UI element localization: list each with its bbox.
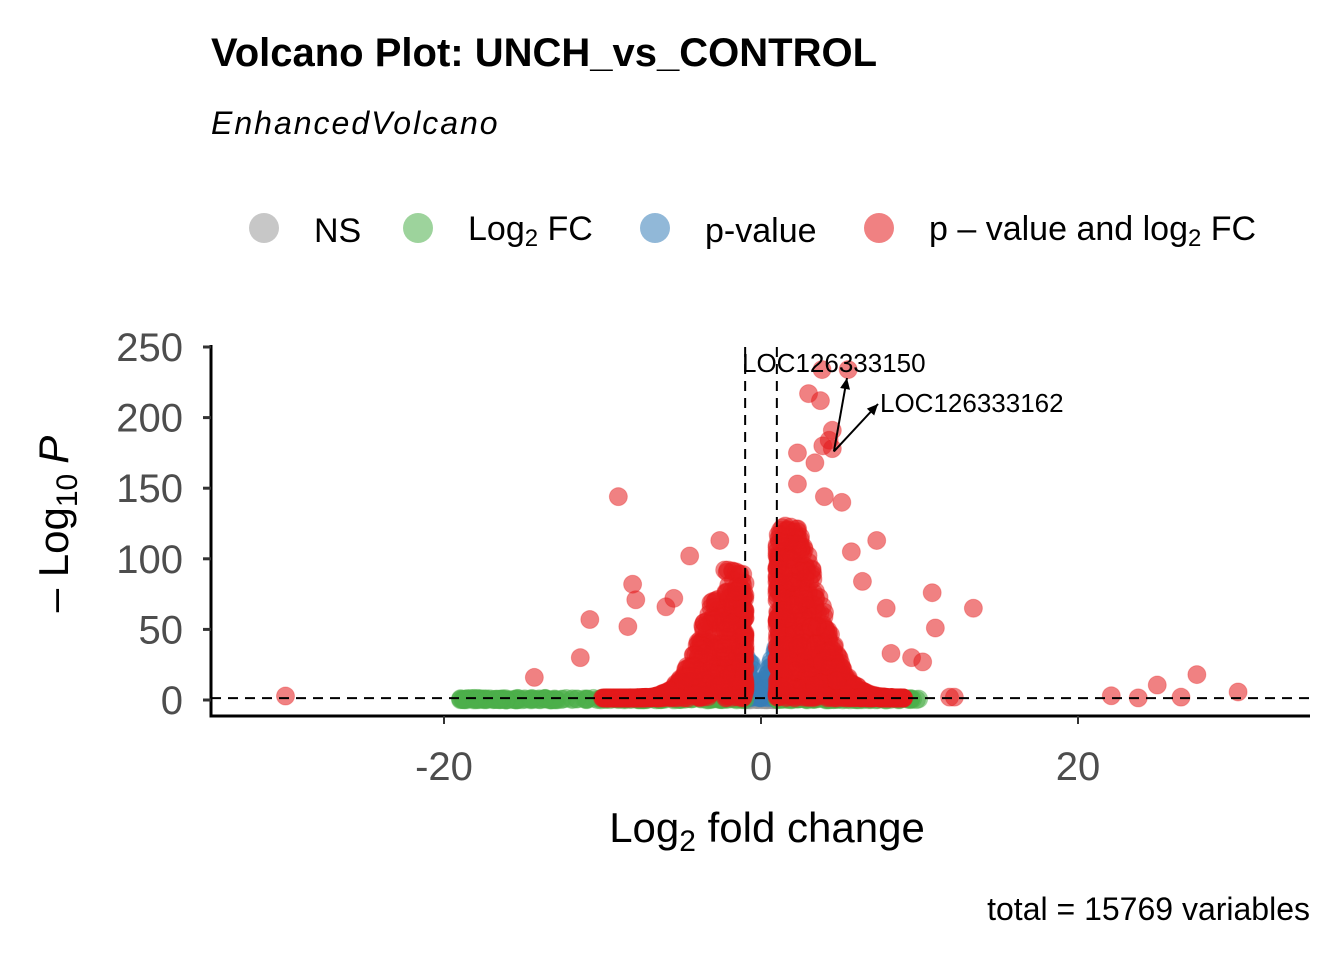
data-point bbox=[824, 637, 844, 657]
arrowhead-icon bbox=[840, 378, 850, 390]
data-point bbox=[710, 530, 730, 550]
legend-label-pvalue-fc: p – value and log2 FC bbox=[929, 210, 1256, 252]
data-point bbox=[963, 598, 983, 618]
legend-label-pvalue: p-value bbox=[705, 212, 817, 250]
data-point bbox=[841, 542, 861, 562]
data-point bbox=[1228, 682, 1248, 702]
legend-label-fc: Log2 FC bbox=[468, 210, 593, 252]
data-point bbox=[694, 612, 714, 632]
data-point bbox=[812, 360, 832, 380]
data-point bbox=[694, 644, 714, 664]
data-point bbox=[727, 581, 747, 601]
data-point bbox=[787, 474, 807, 494]
legend: NS Log2 FC p-value p – value and log2 FC bbox=[249, 210, 1256, 252]
x-tick-label: 0 bbox=[750, 745, 772, 789]
y-axis-title: – Log10P bbox=[30, 436, 84, 613]
data-point bbox=[618, 617, 638, 637]
data-point bbox=[822, 439, 842, 459]
y-tick-label: 150 bbox=[116, 467, 183, 511]
data-point bbox=[664, 588, 684, 608]
data-point bbox=[713, 638, 733, 658]
data-point bbox=[769, 532, 789, 552]
data-point bbox=[805, 676, 825, 696]
data-point bbox=[922, 583, 942, 603]
data-point bbox=[680, 546, 700, 566]
data-point bbox=[783, 595, 803, 615]
data-point bbox=[524, 667, 544, 687]
data-point bbox=[623, 574, 643, 594]
x-axis-title: Log2 fold change bbox=[609, 804, 925, 858]
data-point bbox=[814, 487, 834, 507]
data-point bbox=[608, 487, 628, 507]
data-point bbox=[807, 616, 827, 636]
data-point bbox=[685, 685, 705, 705]
gene-label: LOC126333162 bbox=[880, 388, 1064, 418]
chart-title: Volcano Plot: UNCH_vs_CONTROL bbox=[211, 31, 877, 75]
data-point bbox=[580, 610, 600, 630]
data-point bbox=[925, 618, 945, 638]
data-point bbox=[1101, 686, 1121, 706]
data-point bbox=[902, 648, 922, 668]
data-point bbox=[810, 391, 830, 411]
data-point bbox=[626, 590, 646, 610]
y-tick-label: 200 bbox=[116, 397, 183, 441]
data-point bbox=[773, 566, 793, 586]
data-point bbox=[852, 571, 872, 591]
caption: total = 15769 variables bbox=[987, 891, 1310, 927]
data-point bbox=[787, 443, 807, 463]
data-point bbox=[1147, 675, 1167, 695]
gene-labels: LOC126333150 LOC126333162 bbox=[742, 348, 1064, 453]
data-point bbox=[730, 564, 750, 584]
data-points bbox=[276, 360, 1248, 710]
data-point bbox=[788, 635, 808, 655]
data-point bbox=[688, 660, 708, 680]
x-tick-label: 20 bbox=[1056, 745, 1101, 789]
label-connector bbox=[832, 377, 848, 452]
legend-label-ns: NS bbox=[314, 212, 361, 250]
data-point bbox=[881, 643, 901, 663]
data-point bbox=[733, 687, 753, 707]
x-tick-label: -20 bbox=[415, 745, 473, 789]
y-tick-label: 0 bbox=[161, 679, 183, 723]
data-point bbox=[775, 676, 795, 696]
data-point bbox=[867, 530, 887, 550]
data-point bbox=[832, 492, 852, 512]
legend-key-ns bbox=[249, 213, 279, 243]
data-point bbox=[718, 617, 738, 637]
data-point bbox=[876, 598, 896, 618]
legend-key-pvalue bbox=[640, 213, 670, 243]
gene-label: LOC126333150 bbox=[742, 348, 926, 378]
y-tick-label: 250 bbox=[116, 326, 183, 370]
data-point bbox=[276, 686, 295, 706]
data-point bbox=[805, 453, 825, 473]
threshold-lines bbox=[211, 347, 1310, 716]
data-point bbox=[827, 670, 847, 690]
data-point bbox=[1187, 665, 1207, 685]
data-point bbox=[709, 676, 729, 696]
legend-key-pvalue-fc bbox=[864, 213, 894, 243]
legend-key-fc bbox=[403, 213, 433, 243]
y-tick-label: 100 bbox=[116, 538, 183, 582]
chart-subtitle: EnhancedVolcano bbox=[211, 105, 500, 141]
data-point bbox=[733, 599, 753, 619]
data-point bbox=[468, 689, 488, 709]
y-tick-label: 50 bbox=[139, 608, 184, 652]
data-point bbox=[838, 360, 858, 380]
data-point bbox=[734, 626, 754, 646]
data-point bbox=[770, 659, 790, 679]
arrowhead-icon bbox=[866, 404, 878, 416]
data-point bbox=[570, 648, 590, 668]
